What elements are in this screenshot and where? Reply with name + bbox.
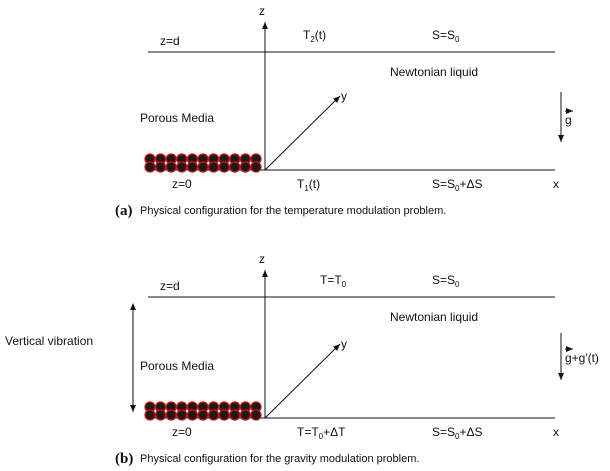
bottom-temperature: T=T0+ΔT: [297, 425, 346, 441]
text-part: 0: [319, 432, 324, 441]
text-part: (t): [309, 177, 320, 191]
porous-sphere: [229, 409, 241, 421]
bottom-salinity: S=S0+ΔS: [432, 425, 483, 441]
top-label: z=d: [160, 34, 180, 48]
x-label: x: [553, 177, 559, 191]
top-label: z=d: [160, 279, 180, 293]
caption: Physical configuration for the gravity m…: [140, 453, 419, 465]
text-part: 0: [342, 280, 347, 289]
text-part: 2: [310, 35, 315, 44]
caption: Physical configuration for the temperatu…: [140, 205, 446, 217]
porous-sphere: [239, 161, 252, 173]
porous-sphere: [176, 409, 188, 421]
porous-label: Porous Media: [140, 359, 214, 373]
text-part: T: [297, 177, 305, 191]
porous-sphere: [186, 161, 199, 173]
text-part: +ΔS: [459, 425, 482, 439]
porous-sphere: [229, 161, 241, 173]
panel: z x y z=d z=0 Newtonian liquid Porous Media T=T…: [5, 252, 599, 467]
text-part: T=T: [297, 425, 319, 439]
bottom-label: z=0: [172, 425, 192, 439]
text-part: 0: [455, 35, 460, 44]
y-label: y: [341, 89, 347, 103]
caption-letter: (b): [115, 451, 133, 467]
porous-sphere: [144, 161, 156, 173]
porous-sphere: [197, 161, 209, 173]
porous-sphere: [165, 409, 177, 421]
text-part: 0: [455, 432, 460, 441]
porous-sphere: [154, 161, 167, 173]
porous-sphere: [218, 409, 230, 421]
porous-sphere: [250, 161, 262, 173]
text-part: S=S: [432, 28, 455, 42]
porous-label: Porous Media: [140, 111, 214, 125]
porous-sphere: [186, 409, 199, 421]
porous-sphere: [218, 161, 230, 173]
z-label: z: [259, 4, 265, 18]
liquid-label: Newtonian liquid: [390, 310, 478, 324]
text-part: 0: [455, 280, 460, 289]
text-part: +ΔT: [323, 425, 346, 439]
z-label: z: [259, 252, 265, 266]
porous-sphere: [165, 161, 177, 173]
gravity-label: g+g′(t): [565, 351, 599, 365]
top-temperature: T=T0: [320, 273, 347, 289]
porous-sphere: [250, 409, 262, 421]
vibration-label: Vertical vibration: [5, 334, 93, 348]
top-salinity: S=S0: [432, 28, 460, 44]
text-part: (t): [315, 28, 326, 42]
porous-sphere: [207, 409, 220, 421]
porous-sphere: [239, 409, 252, 421]
porous-sphere: [197, 409, 209, 421]
top-salinity: S=S0: [432, 273, 460, 289]
porous-sphere: [154, 409, 167, 421]
text-part: S=S: [432, 273, 455, 287]
top-temperature: T2(t): [303, 28, 326, 44]
gravity-label: g: [565, 113, 572, 127]
porous-sphere: [176, 161, 188, 173]
caption-letter: (a): [115, 203, 133, 219]
text-part: T: [303, 28, 311, 42]
y-axis: [264, 343, 341, 419]
bottom-label: z=0: [172, 177, 192, 191]
y-axis: [264, 95, 341, 171]
text-part: T=T: [320, 273, 342, 287]
text-part: S=S: [432, 425, 455, 439]
text-part: 1: [304, 184, 309, 193]
liquid-label: Newtonian liquid: [390, 65, 478, 79]
bottom-temperature: T1(t): [297, 177, 320, 193]
text-part: 0: [455, 184, 460, 193]
porous-sphere: [144, 409, 156, 421]
text-part: S=S: [432, 177, 455, 191]
porous-sphere: [207, 161, 220, 173]
x-label: x: [553, 425, 559, 439]
text-part: +ΔS: [459, 177, 482, 191]
y-label: y: [341, 337, 347, 351]
bottom-salinity: S=S0+ΔS: [432, 177, 483, 193]
